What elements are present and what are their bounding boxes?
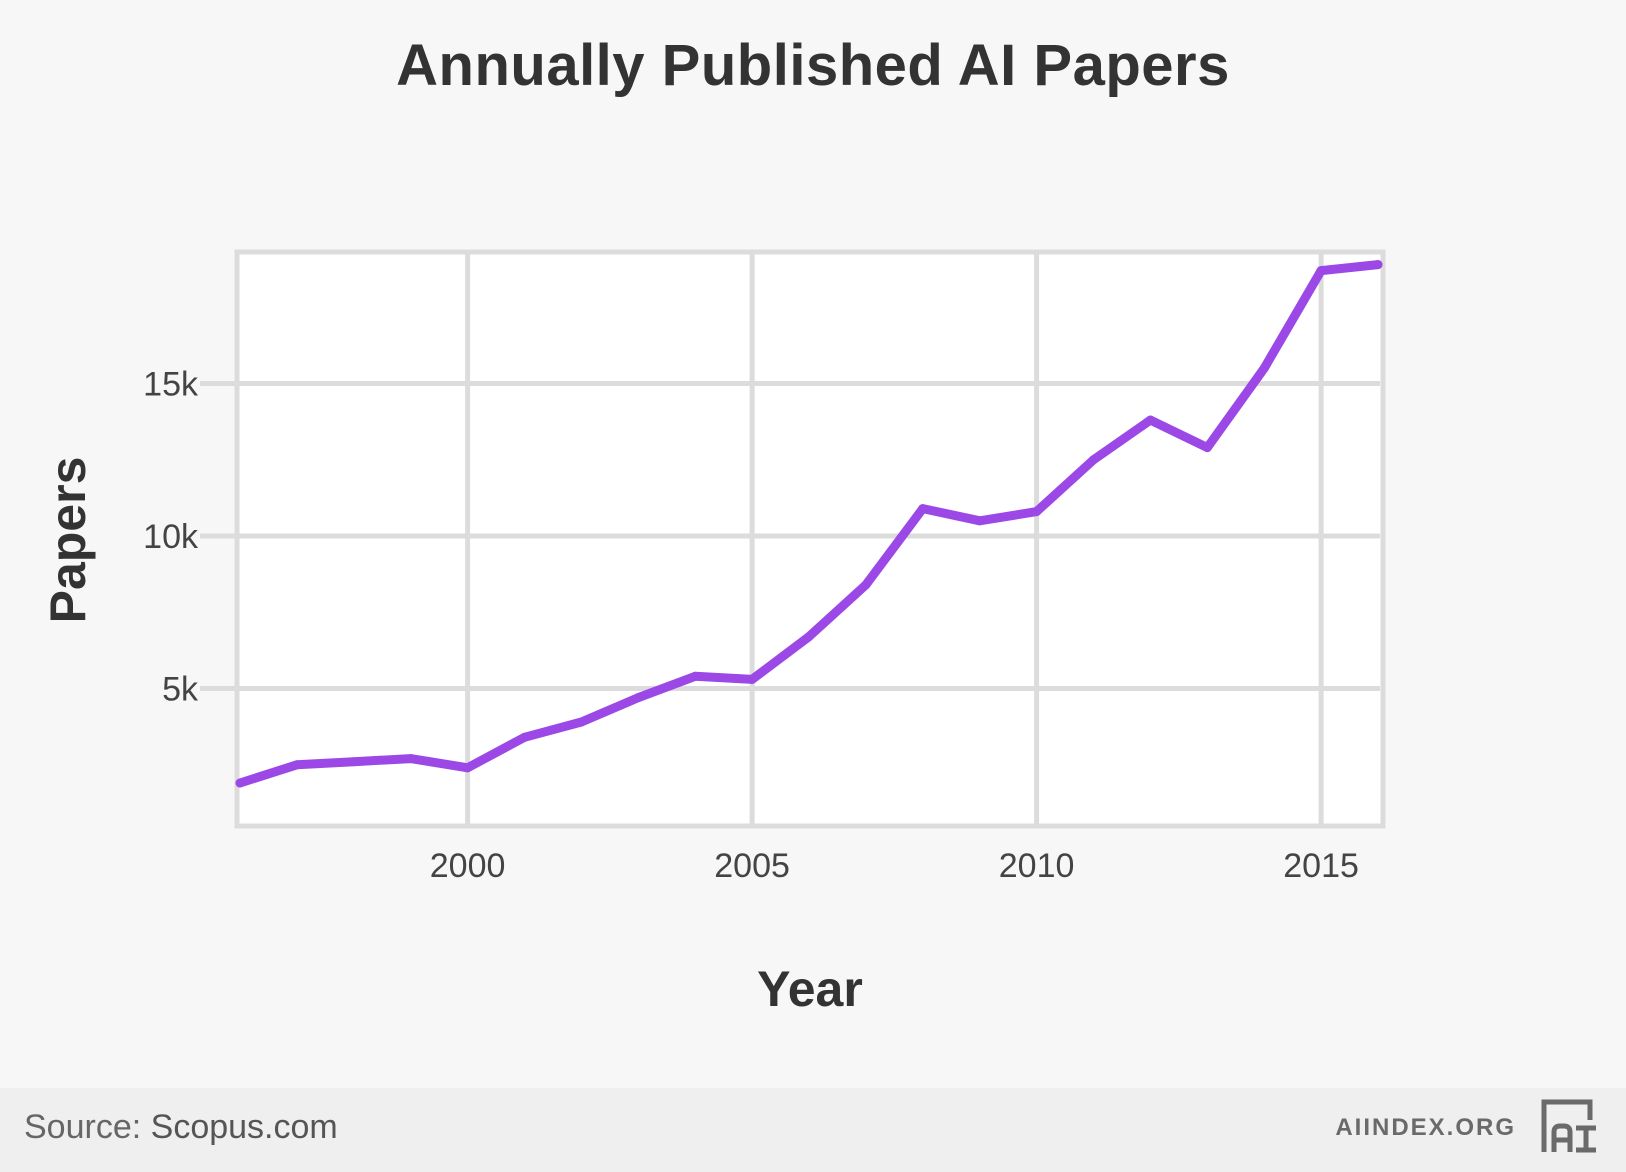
y-tick-labels: 5k 10k 15k — [143, 366, 199, 709]
x-axis-label: Year — [757, 961, 863, 1017]
source-name: Scopus.com — [150, 1108, 338, 1146]
x-tick-label: 2000 — [430, 847, 506, 885]
data-point — [975, 516, 985, 526]
series-group — [235, 260, 1383, 788]
data-point — [690, 671, 700, 681]
y-gridlines — [200, 381, 1380, 691]
y-axis-label: Papers — [40, 457, 96, 624]
chart-title: Annually Published AI Papers — [396, 33, 1230, 98]
data-point — [1259, 363, 1269, 373]
data-point — [804, 632, 814, 642]
data-point — [1145, 415, 1155, 425]
data-point — [292, 760, 302, 770]
x-tick-label: 2010 — [999, 847, 1075, 885]
x-gridlines — [465, 252, 1324, 826]
data-point — [918, 504, 928, 514]
data-point — [861, 580, 871, 590]
data-point — [1202, 443, 1212, 453]
source-prefix: Source: — [24, 1108, 142, 1146]
y-tick-label: 10k — [143, 518, 199, 556]
y-tick-label: 15k — [143, 366, 199, 404]
brand-text: AIINDEX.ORG — [1335, 1114, 1516, 1141]
x-tick-label: 2005 — [714, 847, 790, 885]
data-point — [1373, 260, 1383, 270]
data-point — [747, 674, 757, 684]
data-point — [349, 757, 359, 767]
data-point — [1032, 507, 1042, 517]
data-point — [633, 693, 643, 703]
data-point — [520, 732, 529, 742]
plot-background — [234, 249, 1386, 829]
data-point — [235, 778, 245, 788]
data-point — [1089, 455, 1098, 465]
footer: Source: Scopus.com AIINDEX.ORG — [0, 1088, 1626, 1172]
ai-index-logo-icon — [1541, 1099, 1596, 1153]
chart: 2000 2005 2010 2015 5k 10k 15k Year Papers — [40, 249, 1386, 1017]
data-point — [1316, 266, 1326, 276]
data-point — [463, 763, 473, 773]
source-credit: Source: Scopus.com — [24, 1108, 338, 1147]
x-tick-label: 2015 — [1283, 847, 1359, 885]
y-tick-label: 5k — [162, 671, 199, 709]
x-tick-labels: 2000 2005 2010 2015 — [430, 847, 1359, 885]
data-point — [576, 717, 586, 727]
data-point — [406, 754, 416, 764]
